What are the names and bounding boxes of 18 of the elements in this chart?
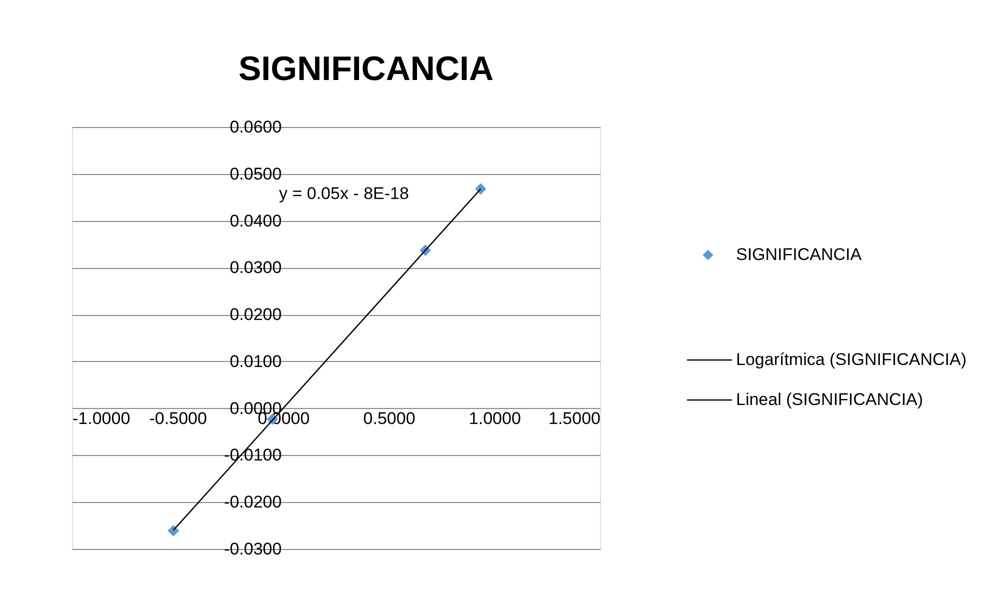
x-tick-label: -0.5000	[149, 408, 207, 428]
y-tick-label: 0.0500	[230, 164, 282, 184]
x-tick-label: 0.5000	[363, 408, 416, 428]
legend-label: SIGNIFICANCIA	[736, 245, 862, 264]
y-tick-label: 0.0200	[230, 305, 282, 324]
x-tick-label: -1.0000	[72, 408, 130, 428]
y-tick-label: 0.0600	[230, 118, 282, 136]
y-tick-label: 0.0300	[230, 258, 282, 278]
y-tick-label: 0.0400	[230, 211, 282, 230]
x-tick-label: 1.0000	[468, 408, 521, 428]
chart-title: SIGNIFICANCIA	[238, 50, 494, 88]
y-tick-label: -0.0300	[224, 540, 282, 558]
x-tick-label: 1.5000	[548, 408, 600, 428]
y-tick-label: 0.0100	[230, 352, 282, 371]
annotation: y = 0.05x - 8E-18	[279, 184, 409, 203]
y-tick-label: -0.0200	[224, 492, 282, 512]
legend-label: Logarítmica (SIGNIFICANCIA)	[736, 350, 966, 369]
legend-label: Lineal (SIGNIFICANCIA)	[736, 390, 924, 409]
